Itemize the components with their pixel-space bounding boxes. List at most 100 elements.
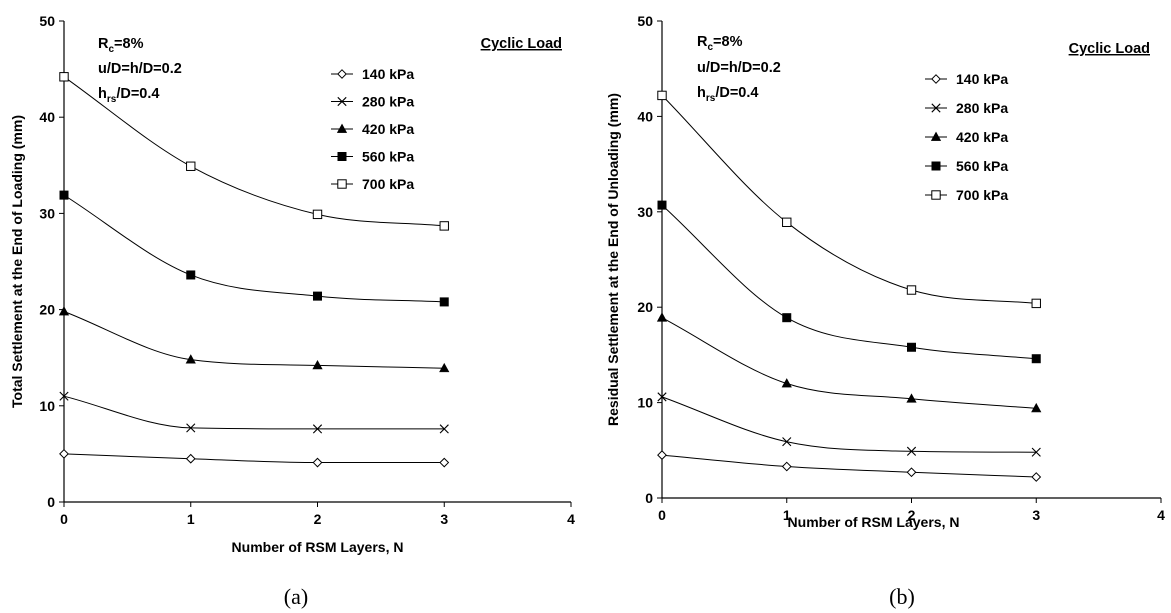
data-point xyxy=(657,392,667,402)
annotation-base: u/D=h/D=0.2 xyxy=(98,61,182,77)
legend-marker xyxy=(337,152,347,162)
y-tick-label: 30 xyxy=(39,205,55,221)
series-line xyxy=(63,311,445,369)
series-560-kPa xyxy=(59,190,449,307)
data-point-stroke-2 xyxy=(59,391,69,401)
y-axis-label: Total Settlement at the End of Loading (… xyxy=(9,115,25,408)
legend-label: 700 kPa xyxy=(362,176,414,192)
legend-marker xyxy=(336,123,348,133)
x-tick-label: 3 xyxy=(1032,507,1040,523)
data-point xyxy=(186,161,196,171)
data-point xyxy=(782,217,792,227)
data-point xyxy=(906,446,917,456)
y-tick-label: 0 xyxy=(645,490,653,506)
legend-item: 420 kPa xyxy=(331,121,414,137)
annotation-base: R xyxy=(697,34,708,50)
x-axis-label: Number of RSM Layers, N xyxy=(788,514,960,530)
data-point xyxy=(312,424,323,434)
data-point xyxy=(657,200,667,210)
chart-panel-1: 0 10 20 30 40 50 0 1 2 3 4 Total Settlement at the … xyxy=(9,13,575,609)
series-line xyxy=(661,95,1037,304)
chart-panel-2: 0 10 20 30 40 50 0 1 2 3 4 Residual Settlement at t… xyxy=(605,13,1165,609)
data-point xyxy=(781,378,792,388)
series-line xyxy=(63,453,445,464)
x-axis-label: Number of RSM Layers, N xyxy=(232,539,404,555)
annotation-text: u/D=h/D=0.2 xyxy=(98,61,182,77)
y-tick-label: 20 xyxy=(637,299,653,315)
legend-item: 700 kPa xyxy=(331,176,414,192)
legend-title: Cyclic Load xyxy=(481,36,562,52)
x-tick-label: 0 xyxy=(60,511,68,527)
x-tick-label: 2 xyxy=(314,511,322,527)
data-point-stroke-2 xyxy=(906,446,917,456)
y-tick-label: 50 xyxy=(637,13,653,29)
legend-label: 420 kPa xyxy=(362,121,414,137)
data-point xyxy=(58,306,70,316)
legend-marker xyxy=(931,161,941,171)
data-point xyxy=(185,354,196,364)
legend-marker xyxy=(337,69,347,79)
y-tick-label: 10 xyxy=(39,398,55,414)
data-point xyxy=(1031,298,1041,309)
y-tick-label: 40 xyxy=(39,109,55,125)
data-point-stroke-2 xyxy=(186,423,196,433)
annotation-rest: =8% xyxy=(713,34,743,50)
x-tick-label: 0 xyxy=(658,507,666,523)
data-point xyxy=(657,90,667,101)
legend-marker xyxy=(930,131,942,141)
data-point xyxy=(439,362,450,373)
data-point xyxy=(59,391,69,401)
annotation-subscript: c xyxy=(707,42,713,53)
series-700-kPa xyxy=(59,72,449,231)
data-point-stroke-2 xyxy=(1031,447,1041,457)
data-point xyxy=(782,437,792,447)
series-420-kPa xyxy=(58,306,450,373)
y-tick-label: 40 xyxy=(637,108,653,124)
data-point xyxy=(1031,354,1041,364)
annotation-text: hrs/D=0.4 xyxy=(697,85,758,104)
panel-caption: (b) xyxy=(889,584,915,609)
series-line xyxy=(661,396,1037,453)
data-point xyxy=(1031,402,1042,413)
legend-item: 560 kPa xyxy=(331,149,414,165)
legend-label: 560 kPa xyxy=(362,149,414,165)
legend-label: 560 kPa xyxy=(956,158,1008,174)
data-point xyxy=(906,285,917,295)
series-280-kPa xyxy=(657,392,1041,457)
y-tick-label: 50 xyxy=(39,13,55,29)
data-point xyxy=(782,313,792,323)
x-tick-label: 3 xyxy=(440,511,448,527)
data-point xyxy=(439,221,449,231)
annotation-subscript: rs xyxy=(107,94,117,105)
series-line xyxy=(661,204,1037,360)
y-tick-label: 20 xyxy=(39,302,55,318)
series-line xyxy=(661,454,1037,478)
legend-marker xyxy=(337,179,347,189)
x-tick-label: 2 xyxy=(908,507,916,523)
data-point xyxy=(1031,472,1042,482)
annotation-subscript: rs xyxy=(706,93,716,104)
data-point xyxy=(186,270,196,280)
annotation-rest: =8% xyxy=(114,36,144,52)
legend-label: 280 kPa xyxy=(956,100,1008,116)
data-point-stroke-2 xyxy=(312,424,323,434)
x-tick-label: 4 xyxy=(1157,507,1165,523)
data-point xyxy=(312,457,323,468)
legend-item: 280 kPa xyxy=(925,100,1008,116)
legend-label: 700 kPa xyxy=(956,187,1008,203)
annotation-base: u/D=h/D=0.2 xyxy=(697,60,781,76)
data-point xyxy=(439,457,450,468)
series-line xyxy=(63,194,445,303)
data-point xyxy=(1031,447,1041,457)
data-point xyxy=(59,190,69,200)
annotation-subscript: c xyxy=(108,44,114,55)
data-point-stroke-2 xyxy=(439,424,449,434)
data-point xyxy=(656,312,668,322)
legend: Cyclic Load 140 kPa 280 kPa 420 kPa 560 kPa 7… xyxy=(331,36,562,192)
data-point xyxy=(906,467,917,478)
legend-item: 420 kPa xyxy=(925,129,1008,145)
annotation-base: R xyxy=(98,36,109,52)
annotation-rest: /D=0.4 xyxy=(116,86,159,102)
legend-title: Cyclic Load xyxy=(1069,41,1150,57)
